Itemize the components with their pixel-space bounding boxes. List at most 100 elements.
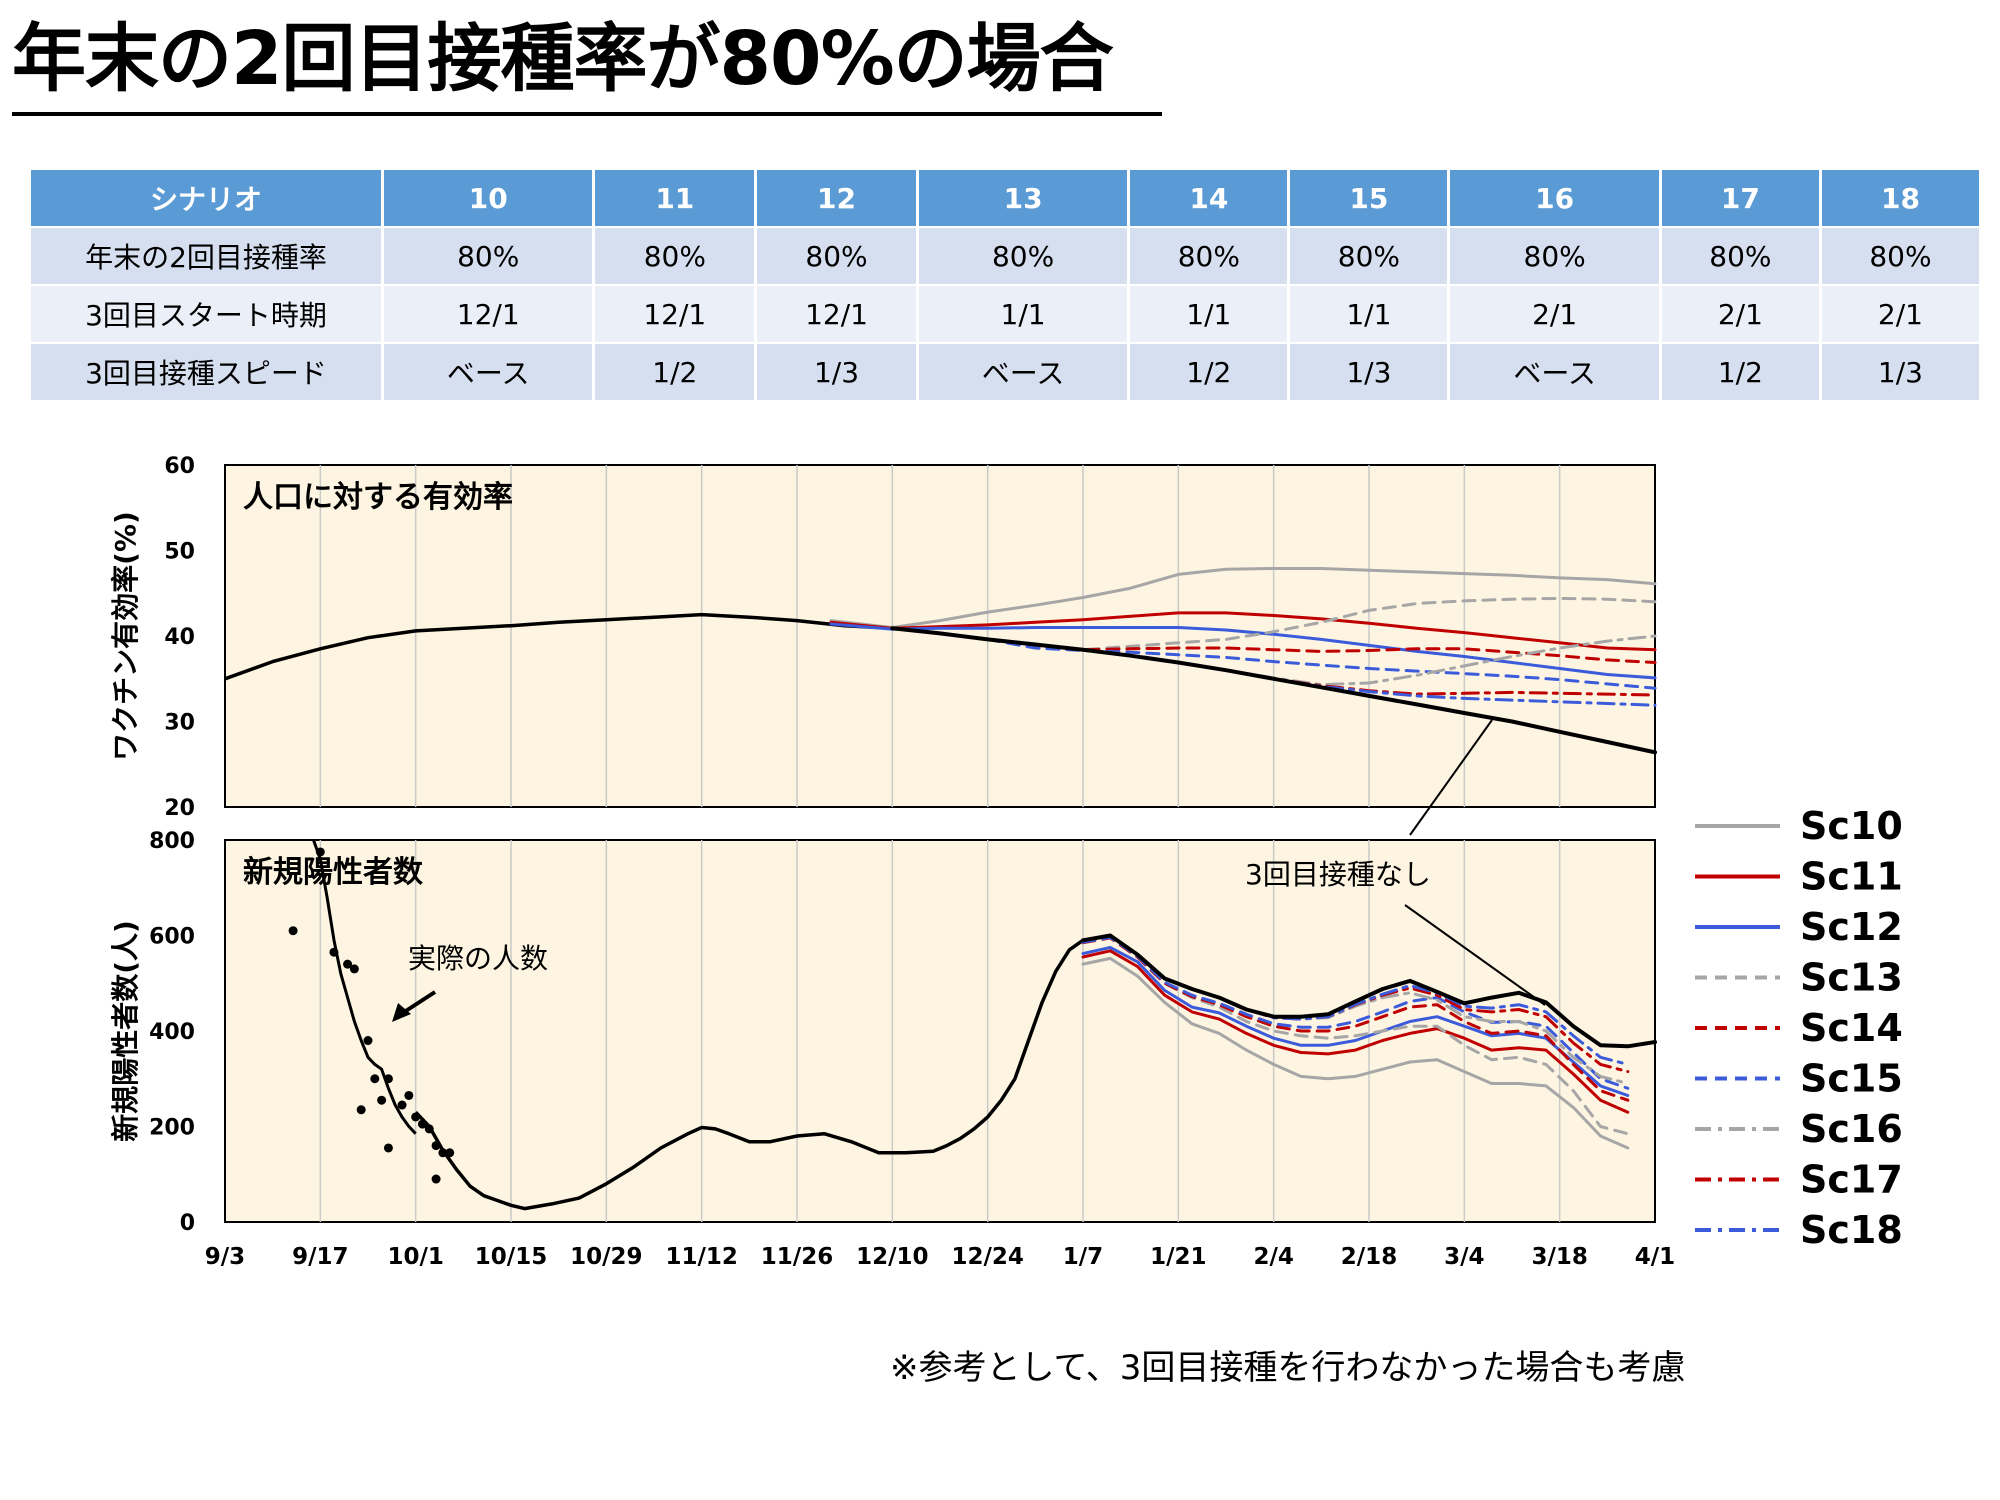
table-header-cell: 14 (1130, 170, 1288, 226)
series-line-Sc10 (1081, 956, 1630, 1150)
annotation-leader (1409, 719, 1493, 836)
y-tick-label: 30 (164, 711, 195, 736)
table-cell: 1/1 (1130, 286, 1288, 342)
actual-data-point (363, 1036, 373, 1046)
actual-data-point (343, 959, 353, 969)
panel-title: 新規陽性者数 (243, 855, 424, 890)
y-tick-label: 800 (149, 829, 195, 854)
table-cell: ベース (918, 344, 1128, 400)
legend-label: Sc18 (1800, 1208, 1903, 1252)
x-tick-label: 9/17 (292, 1244, 348, 1270)
table-header-row: シナリオ 10 11 12 13 14 15 16 17 18 (31, 170, 1979, 226)
actual-data-point (431, 1141, 441, 1151)
actual-data-point (438, 1148, 448, 1158)
table-cell: 1/1 (1290, 286, 1448, 342)
table-cell: 80% (1130, 228, 1288, 284)
series-line-3回目接種なし (890, 626, 1657, 755)
legend-label: Sc10 (1800, 804, 1903, 848)
table-cell: 80% (1290, 228, 1448, 284)
annotation-leader (1404, 904, 1546, 1006)
legend-label: Sc12 (1800, 905, 1903, 949)
legend-label: Sc17 (1800, 1158, 1903, 1202)
x-tick-label: 12/24 (951, 1244, 1023, 1270)
actual-data-point (370, 1074, 380, 1084)
table-cell: 80% (757, 228, 916, 284)
x-tick-label: 9/3 (205, 1244, 245, 1270)
x-tick-label: 2/18 (1341, 1244, 1397, 1270)
table-cell: 1/2 (1130, 344, 1288, 400)
series-line-Sc11 (1081, 949, 1630, 1114)
table-cell: 1/2 (1661, 344, 1819, 400)
y-axis-label: 新規陽性者数(人) (109, 920, 142, 1142)
title-underline (12, 112, 1162, 116)
actual-data-point (397, 1100, 407, 1110)
actual-data-point (329, 947, 339, 957)
annotation-arrowhead (392, 1003, 411, 1022)
table-cell: 12/1 (595, 286, 755, 342)
table-header-cell: 11 (595, 170, 755, 226)
base-line (224, 612, 893, 681)
actual-data-point (411, 1112, 421, 1122)
actual-trend-line (312, 839, 417, 1135)
table-header-cell: 17 (1661, 170, 1819, 226)
series-line-Sc11 (829, 611, 1657, 652)
legend-label: Sc11 (1800, 855, 1903, 899)
x-tick-label: 10/15 (475, 1244, 547, 1270)
y-tick-label: 200 (149, 1116, 195, 1141)
footnote: ※参考として、3回目接種を行わなかった場合も考慮 (890, 1348, 1686, 1388)
table-cell: 80% (1661, 228, 1819, 284)
x-tick-label: 10/1 (387, 1244, 443, 1270)
y-tick-label: 600 (149, 925, 195, 950)
base-line (414, 938, 1085, 1211)
table-cell: ベース (384, 344, 593, 400)
series-line-Sc12 (829, 622, 1657, 680)
table-row: 3回目スタート時期 12/1 12/1 12/1 1/1 1/1 1/1 2/1… (31, 286, 1979, 342)
actual-data-point (445, 1148, 455, 1158)
series-line-Sc12 (1081, 945, 1630, 1097)
x-tick-label: 1/21 (1150, 1244, 1206, 1270)
y-tick-label: 0 (180, 1211, 195, 1236)
table-cell: 2/1 (1661, 286, 1819, 342)
actual-data-point (383, 1143, 393, 1153)
x-tick-label: 2/4 (1253, 1244, 1293, 1270)
legend-label: Sc15 (1800, 1057, 1903, 1101)
series-line-3回目接種なし (1081, 933, 1657, 1049)
annotation-no-booster: 3回目接種なし (1245, 858, 1431, 891)
x-tick-label: 11/12 (665, 1244, 737, 1270)
table-cell: 80% (1450, 228, 1659, 284)
legend-label: Sc14 (1800, 1006, 1903, 1050)
table-header-cell: シナリオ (31, 170, 381, 226)
x-tick-label: 10/29 (570, 1244, 642, 1270)
y-tick-label: 20 (164, 796, 195, 821)
x-tick-label: 4/1 (1635, 1244, 1675, 1270)
actual-data-point (356, 1105, 366, 1115)
table-cell: 12/1 (384, 286, 593, 342)
series-line-Sc14 (986, 637, 1657, 664)
panel-title: 人口に対する有効率 (243, 480, 513, 515)
actual-data-point (404, 1090, 414, 1100)
x-tick-label: 3/4 (1444, 1244, 1484, 1270)
table-header-cell: 18 (1821, 170, 1979, 226)
y-tick-label: 60 (164, 454, 195, 479)
actual-data-point (349, 964, 359, 974)
table-cell: ベース (1450, 344, 1659, 400)
table-cell: 2/1 (1450, 286, 1659, 342)
table-cell: 80% (918, 228, 1128, 284)
y-tick-label: 50 (164, 540, 195, 565)
table-cell: 1/3 (1821, 344, 1979, 400)
series-line-Sc10 (829, 567, 1657, 629)
table-cell: 1/3 (757, 344, 916, 400)
table-cell: 2/1 (1821, 286, 1979, 342)
y-tick-label: 400 (149, 1020, 195, 1045)
actual-data-point (288, 926, 298, 936)
table-cell: 12/1 (757, 286, 916, 342)
actual-data-point (383, 1074, 393, 1084)
table-row: 年末の2回目接種率 80% 80% 80% 80% 80% 80% 80% 80… (31, 228, 1979, 284)
table-header-cell: 12 (757, 170, 916, 226)
table-cell: 80% (384, 228, 593, 284)
x-tick-label: 3/18 (1531, 1244, 1587, 1270)
table-row-label: 年末の2回目接種率 (31, 228, 381, 284)
x-tick-label: 12/10 (856, 1244, 928, 1270)
x-tick-label: 1/7 (1063, 1244, 1103, 1270)
